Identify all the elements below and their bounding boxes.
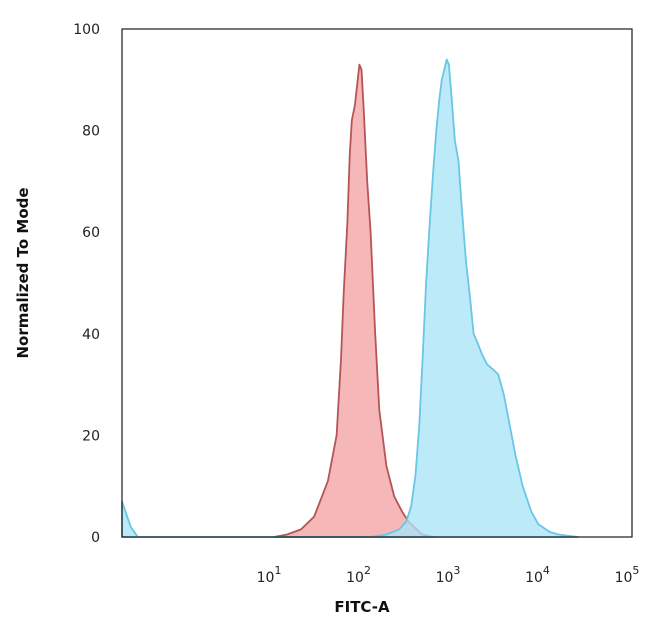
y-tick-label: 40 [82,327,100,343]
y-axis-ticks: 0 20 40 60 80 100 [73,22,100,546]
histogram-series-1 [273,63,435,538]
y-tick-label: 80 [82,124,100,140]
histogram-series-layer [121,58,579,538]
x-tick-label: 101 [257,564,282,586]
y-tick-label: 20 [82,428,100,444]
histogram-series-2 [121,58,579,538]
x-axis-ticks: 101 102 103 104 105 [257,564,640,586]
y-tick-label: 100 [73,22,100,38]
x-tick-label: 102 [346,564,371,586]
y-tick-label: 60 [82,225,100,241]
plot-frame [121,28,633,538]
y-tick-label: 0 [91,530,100,546]
x-tick-label: 104 [525,564,550,586]
x-tick-label: 105 [615,564,640,586]
plot-area [121,28,633,538]
y-axis-title: Normalized To Mode [14,187,32,358]
x-axis-title: FITC-A [334,598,390,616]
x-tick-label: 103 [436,564,461,586]
